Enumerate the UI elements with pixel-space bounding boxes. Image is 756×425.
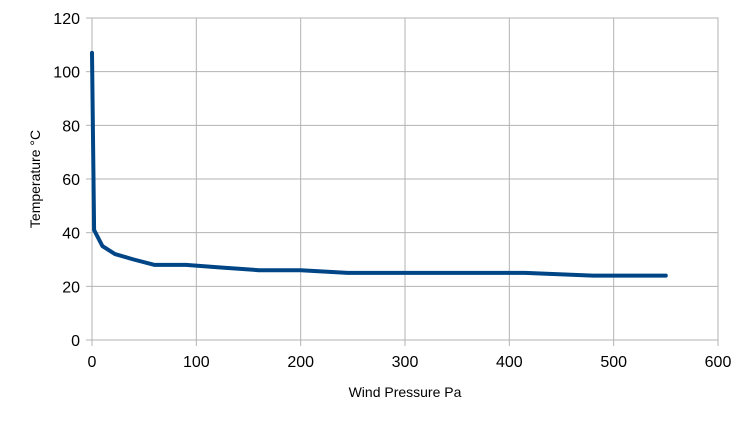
y-tick-label: 60	[62, 172, 80, 189]
y-tick-label: 0	[71, 333, 80, 350]
x-axis-tick-labels: 0 100 200 300 400 500 600	[88, 354, 732, 371]
series-group	[90, 50, 668, 278]
y-tick-label: 120	[53, 11, 80, 28]
series-line	[90, 50, 668, 278]
y-tick-label: 40	[62, 226, 80, 243]
x-tick-label: 0	[88, 354, 97, 371]
axis-ticks	[86, 17, 719, 346]
x-tick-label: 500	[600, 354, 627, 371]
x-tick-label: 300	[392, 354, 419, 371]
x-tick-label: 100	[183, 354, 210, 371]
y-axis-tick-labels: 0 20 40 60 80 100 120	[53, 11, 80, 350]
x-tick-label: 200	[287, 354, 314, 371]
x-tick-label: 600	[705, 354, 732, 371]
y-axis-title: Temperature °C	[27, 130, 43, 228]
x-tick-label: 400	[496, 354, 523, 371]
y-tick-label: 80	[62, 118, 80, 135]
y-tick-label: 20	[62, 279, 80, 296]
x-axis-title: Wind Pressure Pa	[349, 384, 462, 400]
y-tick-label: 100	[53, 65, 80, 82]
